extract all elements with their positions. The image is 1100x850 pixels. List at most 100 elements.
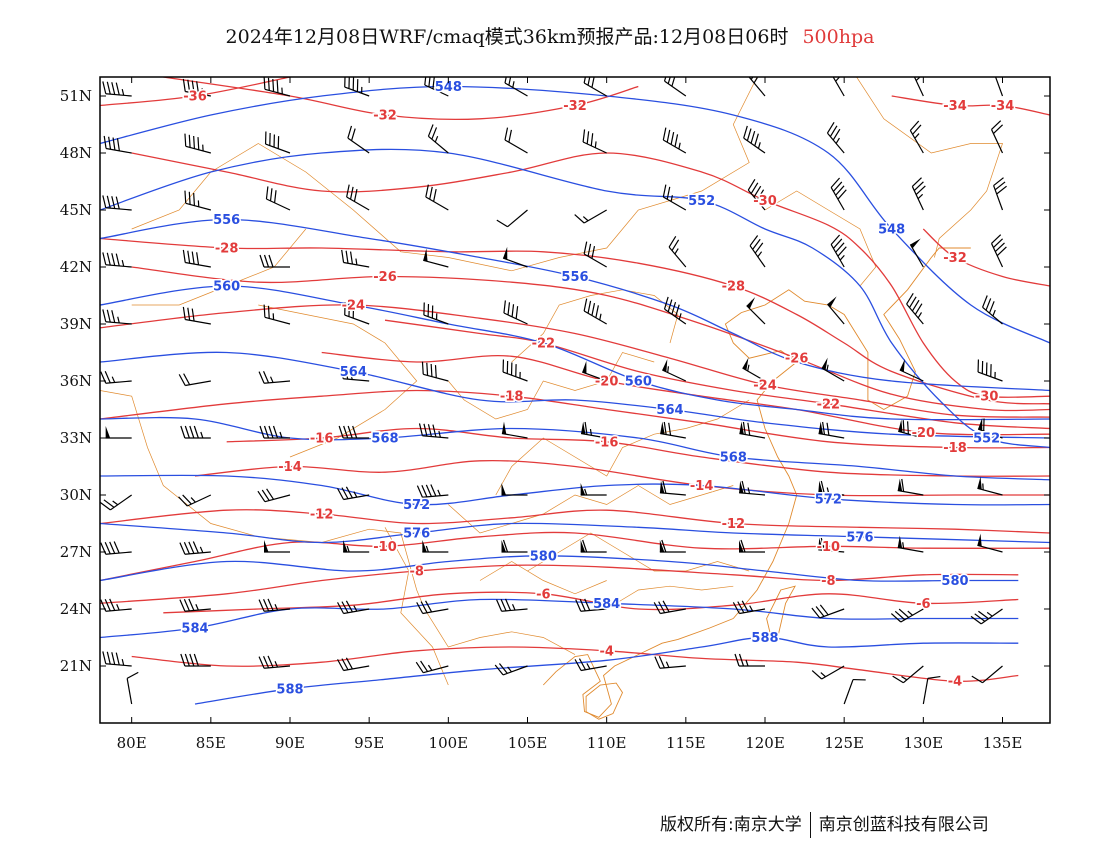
wind-barb xyxy=(264,131,291,154)
wind-barb xyxy=(257,488,291,503)
wind-barb xyxy=(105,426,132,439)
wind-barb xyxy=(743,125,766,154)
height-contour-label: 552 xyxy=(688,194,715,209)
wind-barb xyxy=(100,494,133,511)
height-contour-line xyxy=(100,555,1019,582)
height-contour-label: 584 xyxy=(593,597,620,612)
wind-barb xyxy=(337,486,370,501)
wind-barb xyxy=(424,77,449,97)
height-contour-label: 548 xyxy=(878,223,905,238)
height-contour-line xyxy=(100,598,1019,639)
wind-barb xyxy=(890,608,924,623)
lon-tick-label: 130E xyxy=(904,734,944,752)
wind-barb xyxy=(747,178,766,211)
pressure-level-label: 500hpa xyxy=(802,26,875,48)
wind-barb xyxy=(739,421,766,439)
copyright-notice: 版权所有:南京大学 南京创蓝科技有限公司 xyxy=(660,810,989,838)
height-contour-label: 556 xyxy=(213,213,240,228)
lon-tick-label: 80E xyxy=(117,734,147,752)
temperature-contour-line xyxy=(100,389,1050,449)
wind-barb xyxy=(583,77,607,97)
wind-barb xyxy=(416,600,449,615)
province-border xyxy=(131,77,758,272)
hainan-outline xyxy=(585,682,624,720)
wind-barb xyxy=(580,483,607,496)
map-title: 2024年12月08日WRF/cmaq模式36km预报产品:12月08日06时 5… xyxy=(0,22,1100,49)
height-contour-line xyxy=(100,416,1050,481)
lon-tick-label: 100E xyxy=(429,734,469,752)
lat-tick-label: 48N xyxy=(60,144,92,162)
wind-barb xyxy=(100,598,132,612)
lon-tick-label: 135E xyxy=(983,734,1023,752)
wind-barb xyxy=(574,658,607,672)
wind-barb xyxy=(427,124,449,154)
wind-barb xyxy=(583,298,607,325)
temperature-contour-label: -20 xyxy=(912,426,936,441)
height-contour-label: 564 xyxy=(340,365,367,380)
wind-barb xyxy=(126,671,139,705)
wind-barb xyxy=(501,539,528,553)
temperature-contour-label: -16 xyxy=(310,432,334,447)
temperature-contour-label: -12 xyxy=(310,508,334,523)
wind-barb xyxy=(102,651,132,667)
axis-layer: 80E 85E 90E 95E 100E 105E 110E 115E 120E 125E 130E… xyxy=(60,77,1050,752)
temperature-contour-label: -32 xyxy=(373,109,397,124)
wind-barb xyxy=(739,480,766,496)
wind-barb xyxy=(346,184,370,211)
lat-tick-label: 30N xyxy=(60,486,92,504)
temperature-contour-label: -8 xyxy=(821,574,835,589)
lon-tick-label: 115E xyxy=(666,734,706,752)
wind-barb xyxy=(990,120,1004,154)
temperature-contour-line xyxy=(384,319,1050,430)
wind-barb xyxy=(970,608,1003,625)
temperature-contour-label: -16 xyxy=(595,435,619,450)
wind-barb xyxy=(811,665,845,680)
temperature-contour-label: -24 xyxy=(753,378,777,393)
temperature-contour-label: -18 xyxy=(500,390,524,405)
wind-barb xyxy=(582,129,607,154)
wind-barb xyxy=(100,371,132,384)
wind-barb xyxy=(748,77,766,97)
wind-barb xyxy=(583,241,607,268)
temperature-contour-label: -34 xyxy=(943,99,967,114)
wind-barb xyxy=(102,309,132,325)
wind-barb xyxy=(423,302,449,325)
wind-barb xyxy=(258,598,291,612)
wind-barb xyxy=(899,359,924,382)
wind-barb xyxy=(659,480,686,496)
height-contour-label: 584 xyxy=(181,622,208,637)
wind-barb xyxy=(818,480,845,496)
temperature-contour-line xyxy=(163,77,639,121)
wind-barb xyxy=(344,77,370,97)
wind-barb xyxy=(582,360,607,382)
wind-barb xyxy=(102,195,132,211)
height-contour-label: 560 xyxy=(625,375,652,390)
province-border xyxy=(100,390,576,655)
temperature-contour-line xyxy=(131,646,1019,682)
height-contour-line xyxy=(100,148,1050,449)
wind-barb xyxy=(103,135,132,154)
lon-tick-label: 105E xyxy=(508,734,548,752)
wind-barb xyxy=(343,540,370,553)
temperature-contour-label: -26 xyxy=(785,352,809,367)
temperature-contour-line xyxy=(891,95,1050,116)
height-contour-line xyxy=(100,218,1050,392)
lat-tick-label: 42N xyxy=(60,258,92,276)
lon-tick-label: 125E xyxy=(824,734,864,752)
lat-tick-label: 21N xyxy=(60,657,92,675)
wind-barb xyxy=(338,425,370,439)
height-contour-label: 576 xyxy=(846,530,873,545)
height-contour-label: 568 xyxy=(371,432,398,447)
wind-barb xyxy=(182,249,211,268)
lat-tick-label: 27N xyxy=(60,543,92,561)
wind-barb xyxy=(337,600,370,615)
province-border xyxy=(479,561,607,595)
wind-barb xyxy=(184,190,211,211)
wind-barb xyxy=(503,300,528,325)
wind-barb xyxy=(830,234,847,268)
wind-barb xyxy=(580,421,607,439)
height-contour-label: 572 xyxy=(815,492,842,507)
province-border xyxy=(495,399,750,496)
temperature-contour-layer xyxy=(100,77,1050,682)
wind-barb xyxy=(258,371,291,384)
